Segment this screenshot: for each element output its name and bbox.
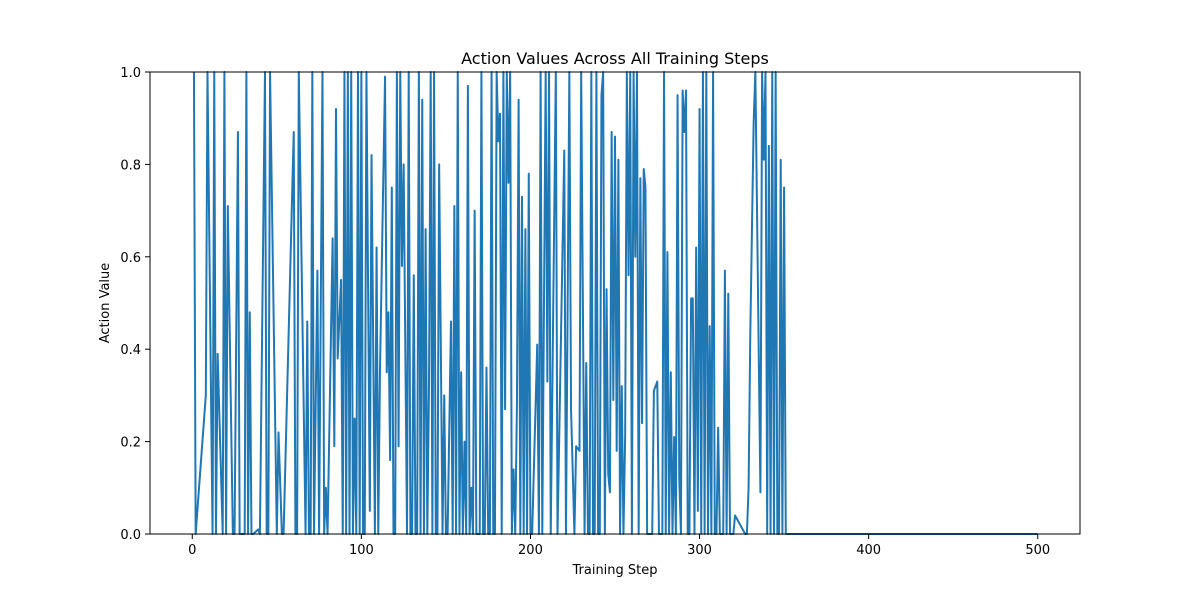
y-axis-ticks: 0.0 0.2 0.4 0.6 0.8 1.0 <box>120 66 150 543</box>
y-axis-label: Action Value <box>98 263 113 344</box>
x-tick-label: 200 <box>518 543 543 558</box>
x-axis-label: Training Step <box>571 563 657 578</box>
x-tick-label: 400 <box>856 543 881 558</box>
y-tick-label: 0.0 <box>120 528 141 543</box>
x-tick-label: 300 <box>687 543 712 558</box>
y-tick-label: 1.0 <box>120 66 141 81</box>
chart-title: Action Values Across All Training Steps <box>461 49 769 68</box>
series-line-action-value <box>192 71 1038 535</box>
x-tick-label: 0 <box>188 543 196 558</box>
x-tick-label: 500 <box>1025 543 1050 558</box>
axes-frame <box>149 71 1081 535</box>
plot-area <box>192 71 1038 535</box>
y-tick-label: 0.6 <box>120 251 141 266</box>
y-tick-label: 0.4 <box>120 343 141 358</box>
y-tick-label: 0.8 <box>120 158 141 173</box>
y-tick-label: 0.2 <box>120 436 141 451</box>
x-axis-ticks: 0 100 200 300 400 500 <box>188 534 1050 558</box>
x-tick-label: 100 <box>349 543 374 558</box>
